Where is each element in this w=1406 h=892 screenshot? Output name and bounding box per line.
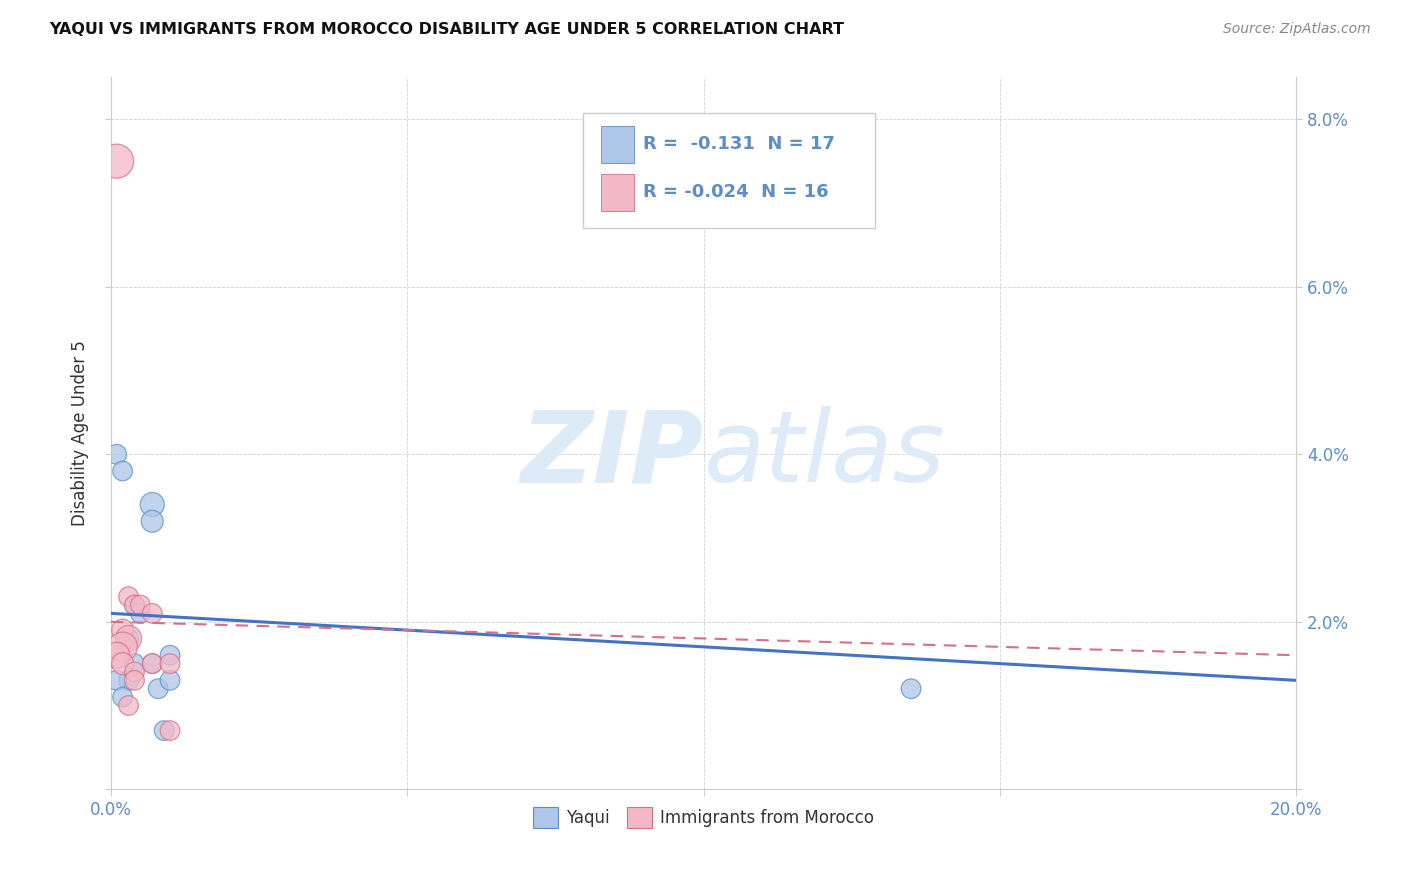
Point xyxy=(159,648,181,663)
Text: Source: ZipAtlas.com: Source: ZipAtlas.com xyxy=(1223,22,1371,37)
Point xyxy=(111,657,134,671)
Point xyxy=(117,673,139,688)
Point xyxy=(129,607,152,621)
Point xyxy=(148,681,170,696)
Text: R =  -0.131  N = 17: R = -0.131 N = 17 xyxy=(643,136,835,153)
Point xyxy=(129,598,152,612)
Point xyxy=(124,657,146,671)
Point xyxy=(105,648,128,663)
Point xyxy=(105,447,128,461)
Text: R = -0.024  N = 16: R = -0.024 N = 16 xyxy=(643,184,828,202)
Point xyxy=(117,632,139,646)
Point xyxy=(900,681,922,696)
Point xyxy=(153,723,176,738)
Point xyxy=(159,673,181,688)
Point xyxy=(159,657,181,671)
Text: YAQUI VS IMMIGRANTS FROM MOROCCO DISABILITY AGE UNDER 5 CORRELATION CHART: YAQUI VS IMMIGRANTS FROM MOROCCO DISABIL… xyxy=(49,22,844,37)
Point xyxy=(111,623,134,637)
Point xyxy=(141,514,163,528)
Point xyxy=(111,640,134,654)
Point xyxy=(111,464,134,478)
Point xyxy=(117,632,139,646)
Point xyxy=(117,590,139,604)
Point xyxy=(124,598,146,612)
Text: atlas: atlas xyxy=(703,406,945,503)
Point xyxy=(105,154,128,169)
Point xyxy=(141,657,163,671)
Text: ZIP: ZIP xyxy=(520,406,703,503)
Legend: Yaqui, Immigrants from Morocco: Yaqui, Immigrants from Morocco xyxy=(526,801,880,834)
Point xyxy=(141,657,163,671)
Point xyxy=(117,698,139,713)
Point xyxy=(141,607,163,621)
Point xyxy=(124,598,146,612)
Point xyxy=(141,498,163,512)
Point xyxy=(124,673,146,688)
Point xyxy=(159,723,181,738)
Point xyxy=(124,665,146,679)
Point xyxy=(111,690,134,705)
Y-axis label: Disability Age Under 5: Disability Age Under 5 xyxy=(72,341,89,526)
Point xyxy=(105,673,128,688)
